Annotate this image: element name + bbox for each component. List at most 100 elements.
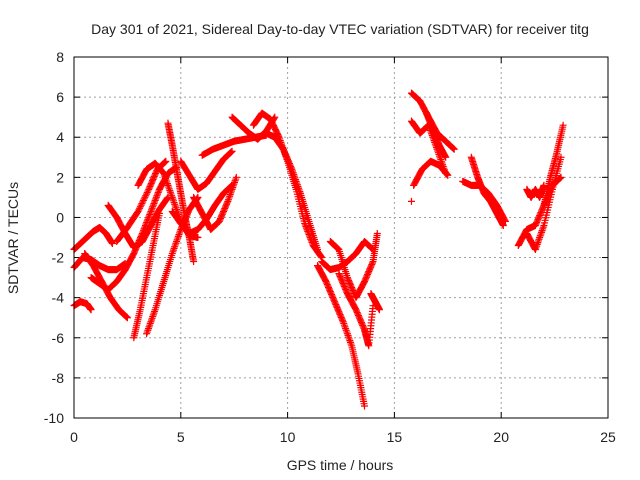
trail-point <box>171 200 179 208</box>
series-arc-1 <box>70 223 116 254</box>
data-point <box>499 221 507 229</box>
trail-point <box>294 183 302 191</box>
trail-point <box>346 337 354 345</box>
data-point <box>224 197 232 205</box>
trail-point <box>231 177 239 185</box>
trail-point <box>226 191 234 199</box>
trail-point <box>143 217 151 225</box>
series-arc-18 <box>262 129 322 254</box>
trail-point <box>347 340 355 348</box>
data-point <box>168 250 176 258</box>
trail-point <box>232 175 240 183</box>
trail-point <box>172 204 180 212</box>
trail-point <box>162 174 170 182</box>
x-axis-label: GPS time / hours <box>287 457 394 473</box>
trail-point <box>165 183 173 191</box>
data-points <box>70 89 567 410</box>
series-arc-20 <box>314 262 368 410</box>
trail-point <box>173 236 181 244</box>
trail-point <box>144 214 152 222</box>
trail-point <box>163 180 171 188</box>
trail-point <box>536 234 544 241</box>
trail-point <box>227 189 235 197</box>
data-point <box>531 246 539 254</box>
x-tick-label: 0 <box>70 429 78 445</box>
trail-point <box>539 223 547 231</box>
trail-point <box>171 241 179 249</box>
trail-point <box>144 325 152 333</box>
series-arc-32 <box>523 153 565 254</box>
data-point <box>373 229 381 237</box>
trail-point <box>161 173 169 181</box>
trail-point <box>229 182 237 190</box>
trail-point <box>160 171 168 179</box>
trail-point <box>293 181 301 189</box>
series-arc-21 <box>326 229 381 302</box>
trail-point <box>135 206 143 214</box>
data-point <box>450 145 458 153</box>
data-point <box>134 207 142 215</box>
trail-point <box>145 212 153 220</box>
y-tick-label: -4 <box>52 290 65 306</box>
trail-point <box>146 321 154 329</box>
series-arc-27 <box>422 109 450 161</box>
trail-point <box>224 196 232 204</box>
data-point <box>442 153 450 161</box>
data-point <box>168 193 176 201</box>
trail-point <box>287 164 295 172</box>
trail-point <box>343 330 351 338</box>
data-point <box>155 209 163 217</box>
data-point <box>339 318 347 326</box>
trail-point <box>339 316 347 324</box>
trail-point <box>151 198 159 206</box>
trail-point <box>532 244 540 252</box>
data-point <box>288 165 296 173</box>
data-point <box>190 258 198 266</box>
trail-point <box>149 201 157 209</box>
trail-point <box>166 187 174 195</box>
trail-point <box>176 227 184 235</box>
trail-point <box>163 194 171 202</box>
series-arc-22 <box>335 270 377 350</box>
trail-point <box>136 203 144 211</box>
trail-point <box>296 188 304 196</box>
trail-point <box>142 192 150 200</box>
trail-point <box>154 190 162 198</box>
data-point <box>160 169 168 177</box>
series-arc-6 <box>104 193 172 252</box>
x-tick-label: 10 <box>280 429 296 445</box>
series-arc-33 <box>540 121 567 209</box>
trail-point <box>136 204 144 212</box>
trail-point <box>171 243 179 251</box>
y-tick-label: 8 <box>56 49 64 65</box>
series-arc-2 <box>70 254 129 274</box>
series-arc-11 <box>164 119 198 266</box>
data-point <box>123 314 131 322</box>
data-point <box>108 240 116 248</box>
data-point <box>194 234 202 241</box>
trail-point <box>144 187 152 195</box>
data-point <box>375 306 383 314</box>
trail-point <box>145 323 153 331</box>
trail-point <box>170 199 178 207</box>
trail-point <box>140 195 148 203</box>
trail-point <box>143 328 151 336</box>
trail-point <box>150 309 158 317</box>
trail-point <box>173 205 181 213</box>
trail-point <box>227 187 235 195</box>
trail-point <box>230 180 238 188</box>
data-point <box>360 402 368 410</box>
trail-point <box>137 201 145 209</box>
trail-point <box>534 239 542 247</box>
trail-point <box>166 188 174 196</box>
data-point <box>147 207 155 215</box>
trail-point <box>149 311 157 319</box>
series-arc-14 <box>190 173 240 233</box>
trail-point <box>533 240 541 248</box>
trail-point <box>149 313 157 321</box>
data-point <box>232 173 240 181</box>
trail-point <box>138 200 146 208</box>
y-tick-label: 2 <box>56 169 64 185</box>
y-tick-label: 4 <box>56 129 64 145</box>
